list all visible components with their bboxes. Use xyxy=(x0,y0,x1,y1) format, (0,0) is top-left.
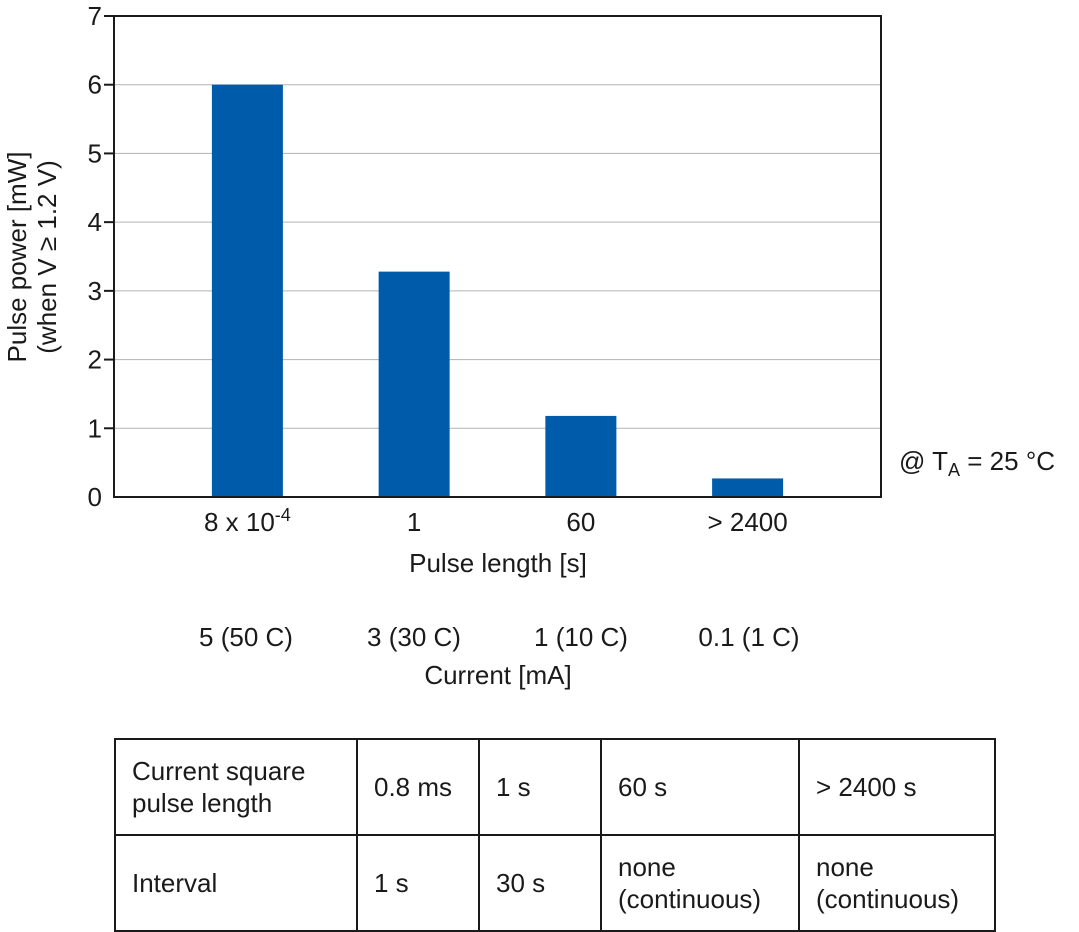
x-axis-label: Pulse length [s] xyxy=(409,548,587,578)
y-tick-label: 0 xyxy=(88,482,102,512)
table-cell: 0.8 ms xyxy=(356,738,480,836)
y-tick-label: 7 xyxy=(88,1,102,31)
current-label-4: 0.1 (1 C) xyxy=(698,622,800,652)
table-cell: 30 s xyxy=(478,834,602,932)
y-tick-label: 4 xyxy=(88,207,102,237)
x-tick-label: 1 xyxy=(407,507,421,537)
table-row: Interval 1 s 30 s none (continuous) none… xyxy=(114,834,996,932)
table-cell: none (continuous) xyxy=(798,834,996,932)
y-tick-label: 2 xyxy=(88,345,102,375)
y-axis-label-line1: Pulse power [mW] xyxy=(2,151,32,363)
bar xyxy=(378,271,450,497)
y-tick-label: 5 xyxy=(88,138,102,168)
temperature-note: @ TA = 25 °C xyxy=(899,446,1055,481)
x-tick-labels: 8 x 10-4 1 60 > 2400 xyxy=(204,505,788,537)
bars xyxy=(211,84,784,497)
current-label-1: 5 (50 C) xyxy=(199,622,293,652)
temperature-note-subscript: A xyxy=(948,460,961,480)
current-label-2: 3 (30 C) xyxy=(367,622,461,652)
pulse-power-chart: 0 1 2 3 4 5 6 7 8 x 10-4 1 60 > 2400 xyxy=(88,1,882,537)
table-cell: 1 s xyxy=(356,834,480,932)
table-row-label: Interval xyxy=(114,834,358,932)
current-label-3: 1 (10 C) xyxy=(534,622,628,652)
y-axis-label-line2: (when V ≥ 1.2 V) xyxy=(32,160,62,354)
table-cell: > 2400 s xyxy=(798,738,996,836)
x-tick-label: > 2400 xyxy=(707,507,787,537)
temperature-note-suffix: = 25 °C xyxy=(960,446,1055,476)
temperature-note-prefix: @ T xyxy=(899,446,949,476)
y-tick-labels: 0 1 2 3 4 5 6 7 xyxy=(88,1,114,512)
y-tick-label: 3 xyxy=(88,276,102,306)
bar xyxy=(211,84,283,497)
y-tick-label: 1 xyxy=(88,413,102,443)
table-row-label: Current square pulse length xyxy=(114,738,358,836)
table-cell: 1 s xyxy=(478,738,602,836)
table-row: Current square pulse length 0.8 ms 1 s 6… xyxy=(114,738,996,836)
current-axis-title: Current [mA] xyxy=(424,660,572,690)
bar xyxy=(545,415,617,497)
y-tick-label: 6 xyxy=(88,70,102,100)
pulse-table: Current square pulse length 0.8 ms 1 s 6… xyxy=(114,738,996,932)
plot-frame xyxy=(113,15,882,498)
table-cell: 60 s xyxy=(600,738,800,836)
table-cell: none (continuous) xyxy=(600,834,800,932)
bar xyxy=(712,478,784,497)
x-tick-label: 60 xyxy=(566,507,595,537)
x-tick-label: 8 x 10-4 xyxy=(204,505,291,537)
